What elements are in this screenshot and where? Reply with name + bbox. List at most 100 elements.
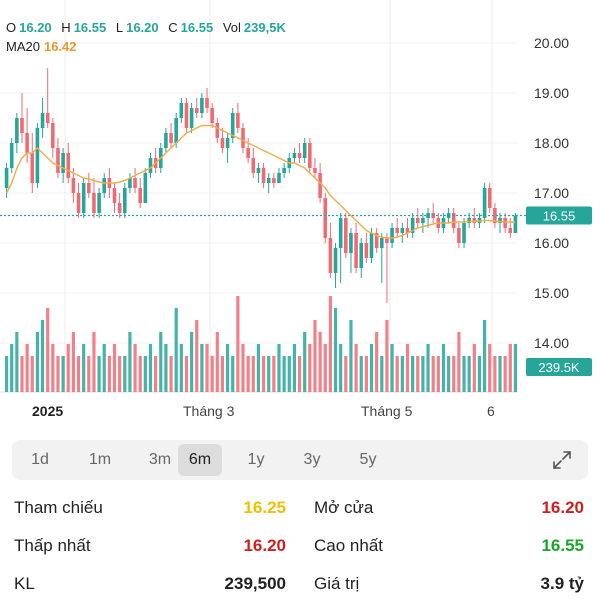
candle [297,143,302,163]
volume-bar [138,356,142,392]
candle [415,208,420,228]
candle-body [35,128,40,183]
volume-bar [328,296,332,392]
volume-bar [231,356,235,392]
candle [379,233,384,283]
y-tick-label: 18.00 [534,135,569,151]
volume-bar [297,356,302,392]
volume-bar [241,344,245,392]
candle [230,108,235,143]
close-key: C [168,20,178,35]
candle-body [472,218,477,223]
candle [405,218,410,238]
candle [164,128,168,153]
candle [20,93,24,143]
price-badge: 16.55 [526,206,592,225]
candle-body [467,218,471,223]
volume-bar [416,356,420,392]
tab-6m[interactable]: 6m [178,444,222,476]
candle-body [87,183,91,193]
candle [328,223,333,278]
price-chart[interactable]: 20.00 19.00 18.00 17.00 16.00 15.00 14.00 2025… [0,0,600,430]
candle [112,183,117,213]
volume-bar [390,344,394,392]
volume-bar [123,356,127,392]
volume-bar [267,356,271,392]
low-value: 16.20 [243,536,286,555]
candle-body [266,178,271,183]
tab-3m[interactable]: 3m [148,451,172,468]
candle-body [138,188,143,203]
candle-body [45,113,50,123]
candle [66,143,71,183]
candle [266,173,271,193]
candle-body [462,223,466,243]
candle [374,228,379,253]
candle-body [81,183,86,213]
volume-bar [169,356,173,392]
candle [482,183,487,223]
candle [153,148,158,173]
candle [333,243,338,288]
volume-bar [35,332,40,392]
volume-bar [272,356,276,392]
candle-body [230,113,235,138]
volume-bar [477,356,482,392]
tab-1m[interactable]: 1m [88,451,112,468]
volume-bar [184,356,189,392]
volume-bar [318,332,322,392]
candle-body [292,153,297,158]
candle-body [220,138,225,148]
candle-body [297,153,302,158]
candle-body [405,228,410,233]
volume-bar [503,356,507,392]
candle-body [20,118,24,133]
volume-bar [15,332,19,392]
tab-1y[interactable]: 1y [247,451,265,468]
candle [56,138,60,178]
candle-body [498,218,502,223]
y-tick-label: 14.00 [534,335,569,351]
candle-body [40,113,45,128]
vol-key: Vol [222,20,241,35]
candle [81,178,86,218]
candle [462,218,466,248]
volume-bar [493,356,497,392]
candle-body [493,208,497,223]
volume-bar [364,356,368,392]
tab-3y[interactable]: 3y [303,451,321,468]
candle [251,148,256,178]
ohlc-readout: O 16.20 H 16.55 L 16.20 C 16.55 Vol 239,5K [6,20,292,35]
x-axis-label: 2025 [32,403,63,419]
candle-body [97,193,101,213]
candle [513,213,518,233]
candle [45,68,50,128]
volume-badge-label: 239.5K [538,360,580,375]
candle [143,168,148,203]
volume-bar [411,356,415,392]
ma20-line [5,124,516,239]
candle-body [215,123,220,138]
volume-bar [133,344,137,392]
volume-bar [71,332,75,392]
candle-body [385,238,389,243]
candle-body [4,168,9,188]
candle [508,218,513,238]
tab-1d[interactable]: 1d [31,451,49,468]
volume-bar [154,356,158,392]
expand-icon[interactable] [550,448,574,472]
volume-bar [488,344,492,392]
tab-5y[interactable]: 5y [359,451,377,468]
volume-badge: 239.5K [526,358,592,376]
volume-bar [220,356,225,392]
ma-readout: MA20 16.42 [6,39,77,54]
open-label: Mở cửa [314,498,374,517]
candle [338,213,343,283]
volume-bar [20,356,24,392]
candle [194,98,199,118]
candle [451,208,456,233]
candle-body [410,218,415,233]
candle [179,98,184,123]
candle [9,138,14,173]
candle-body [282,168,286,173]
